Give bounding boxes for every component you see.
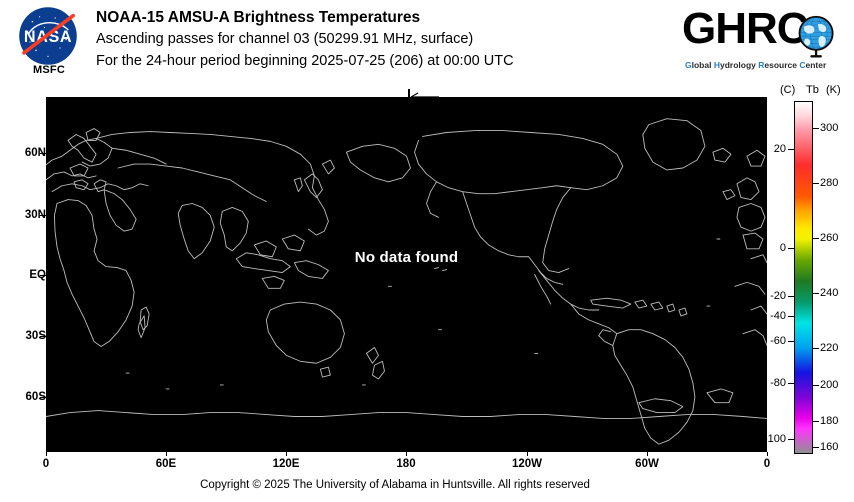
ghrc-tagline-part-3: ydrology bbox=[719, 60, 759, 70]
colorbar-celsius-label--80: -80 bbox=[770, 377, 786, 389]
colorbar-celsius-tick--80 bbox=[788, 383, 794, 384]
colorbar-celsius-label--100: -100 bbox=[763, 433, 786, 445]
colorbar-gradient bbox=[794, 101, 813, 454]
colorbar-kelvin-label-200: 200 bbox=[820, 379, 839, 391]
colorbar-kelvin-tick-280 bbox=[813, 183, 819, 184]
ghrc-tagline-part-1: lobal bbox=[691, 60, 714, 70]
colorbar-celsius-label--40: -40 bbox=[770, 310, 786, 322]
colorbar-celsius-tick-0 bbox=[788, 248, 794, 249]
lon-label-2: 120E bbox=[272, 458, 300, 470]
lon-label-5: 60W bbox=[635, 458, 659, 470]
world-map[interactable]: No data found bbox=[46, 97, 767, 452]
lon-tick-6 bbox=[767, 452, 768, 456]
ghrc-tagline-part-7: enter bbox=[805, 60, 827, 70]
lon-label-4: 120W bbox=[511, 458, 543, 470]
colorbar-celsius-tick--60 bbox=[788, 341, 794, 342]
lon-label-1: 60E bbox=[155, 458, 177, 470]
nasa-meatball-icon: NASA bbox=[19, 7, 77, 65]
no-data-message: No data found bbox=[354, 249, 459, 266]
colorbar-kelvin-tick-180 bbox=[813, 421, 819, 422]
colorbar-kelvin-label-220: 220 bbox=[820, 342, 839, 354]
lat-tick-30n bbox=[40, 215, 46, 216]
colorbar-unit-celsius: (C) bbox=[780, 84, 796, 96]
lat-label-60s: 60S bbox=[25, 391, 46, 403]
lon-tick-3 bbox=[406, 452, 407, 456]
colorbar-kelvin-tick-160 bbox=[813, 447, 819, 448]
ghrc-globe-icon bbox=[798, 15, 834, 58]
lat-tick-eq bbox=[40, 275, 46, 276]
colorbar-kelvin-label-280: 280 bbox=[820, 177, 839, 189]
colorbar-kelvin-tick-240 bbox=[813, 293, 819, 294]
page-subtitle: Ascending passes for channel 03 (50299.9… bbox=[96, 31, 474, 47]
colorbar-celsius-tick-20 bbox=[788, 149, 794, 150]
colorbar-unit-kelvin: (K) bbox=[826, 84, 841, 96]
colorbar-kelvin-tick-260 bbox=[813, 238, 819, 239]
lon-tick-2 bbox=[286, 452, 287, 456]
colorbar-kelvin-label-300: 300 bbox=[820, 122, 839, 134]
nasa-logo: NASA MSFC bbox=[12, 4, 86, 78]
ghrc-tagline-part-6: C bbox=[799, 60, 806, 70]
page-title: NOAA-15 AMSU-A Brightness Temperatures bbox=[96, 9, 421, 26]
page-header: NASA MSFC NOAA-15 AMSU-A Brightness Temp… bbox=[0, 0, 854, 92]
colorbar-celsius-tick--40 bbox=[788, 316, 794, 317]
copyright-notice: Copyright © 2025 The University of Alaba… bbox=[200, 479, 590, 491]
lat-label-30s: 30S bbox=[25, 330, 46, 342]
ghrc-tagline: Global Hydrology Resource Center bbox=[685, 60, 847, 70]
colorbar-kelvin-tick-300 bbox=[813, 128, 819, 129]
colorbar-kelvin-label-240: 240 bbox=[820, 287, 839, 299]
lat-tick-30s bbox=[40, 336, 46, 337]
colorbar-celsius-label-20: 20 bbox=[773, 143, 786, 155]
coastline-layer bbox=[46, 97, 767, 452]
lat-label-eq: EQ bbox=[29, 269, 46, 281]
lat-label-30n: 30N bbox=[24, 209, 46, 221]
ghrc-tagline-part-0: G bbox=[685, 60, 692, 70]
lat-tick-60n bbox=[40, 153, 46, 154]
lat-tick-60s bbox=[40, 397, 46, 398]
lon-label-3: 180 bbox=[396, 458, 416, 470]
title-block: NOAA-15 AMSU-A Brightness Temperatures A… bbox=[96, 7, 676, 72]
lon-tick-5 bbox=[647, 452, 648, 456]
page-period: For the 24-hour period beginning 2025-07… bbox=[96, 53, 514, 69]
colorbar-celsius-label--20: -20 bbox=[770, 290, 786, 302]
colorbar-variable-label: Tb bbox=[806, 84, 819, 96]
colorbar-kelvin-label-160: 160 bbox=[820, 441, 839, 453]
colorbar-kelvin-label-260: 260 bbox=[820, 232, 839, 244]
colorbar-celsius-tick--100 bbox=[788, 439, 794, 440]
lon-tick-4 bbox=[527, 452, 528, 456]
ghrc-wordmark: GHRC bbox=[682, 4, 809, 53]
lon-tick-1 bbox=[166, 452, 167, 456]
longitude-axis: 0 60E 120E 180 120W 60W 0 bbox=[0, 452, 854, 478]
colorbar-celsius-label--60: -60 bbox=[770, 335, 786, 347]
lon-label-0: 0 bbox=[42, 458, 50, 470]
colorbar-celsius-label-0: 0 bbox=[779, 242, 786, 254]
lat-label-60n: 60N bbox=[24, 147, 46, 159]
ghrc-tagline-part-4: R bbox=[758, 60, 765, 70]
ghrc-logo: GHRC Global Hydrology Reso bbox=[682, 4, 847, 76]
colorbar-celsius-tick--20 bbox=[788, 296, 794, 297]
colorbar-panel: (C) Tb (K) 300 280 260 240 220 200 180 160 20 0 -2… bbox=[764, 84, 854, 464]
colorbar-kelvin-tick-200 bbox=[813, 385, 819, 386]
colorbar-kelvin-tick-220 bbox=[813, 348, 819, 349]
latitude-axis: 60N 30N EQ 30S 60S bbox=[0, 0, 46, 502]
lon-tick-0 bbox=[46, 452, 47, 456]
ghrc-tagline-part-2: H bbox=[713, 60, 720, 70]
nasa-center-label: MSFC bbox=[33, 64, 65, 76]
colorbar-kelvin-label-180: 180 bbox=[820, 415, 839, 427]
lon-label-6: 0 bbox=[763, 458, 771, 470]
ghrc-tagline-part-5: esource bbox=[764, 60, 800, 70]
